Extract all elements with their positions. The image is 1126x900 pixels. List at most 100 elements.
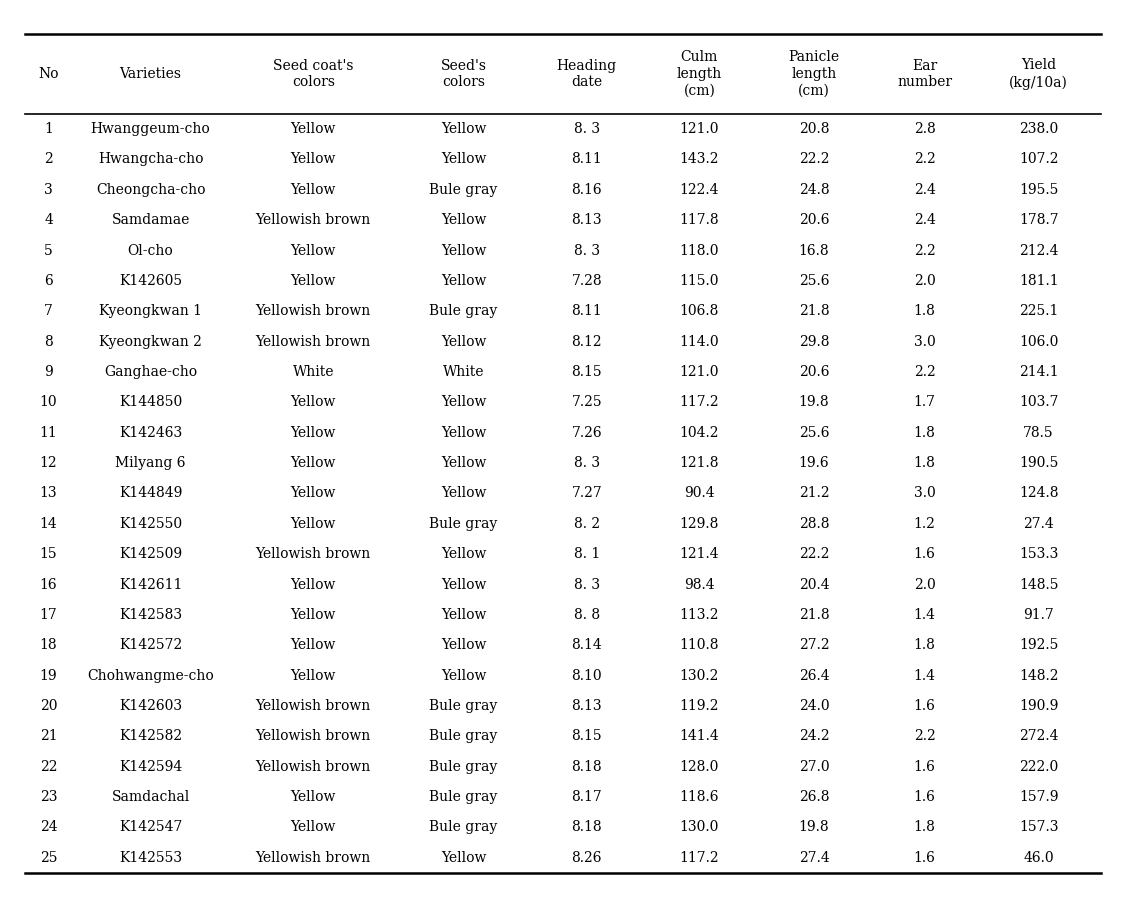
- Text: Yellow: Yellow: [291, 608, 336, 622]
- Text: Kyeongkwan 1: Kyeongkwan 1: [99, 304, 202, 319]
- Text: 121.8: 121.8: [680, 456, 720, 470]
- Text: 8. 2: 8. 2: [574, 517, 600, 531]
- Text: 19: 19: [39, 669, 57, 682]
- Text: K142605: K142605: [119, 274, 182, 288]
- Text: 114.0: 114.0: [680, 335, 720, 348]
- Text: 1.2: 1.2: [914, 517, 936, 531]
- Text: 8. 8: 8. 8: [574, 608, 600, 622]
- Text: 22: 22: [39, 760, 57, 774]
- Text: 8.10: 8.10: [572, 669, 602, 682]
- Text: Yellow: Yellow: [291, 669, 336, 682]
- Text: 46.0: 46.0: [1024, 850, 1054, 865]
- Text: 225.1: 225.1: [1019, 304, 1058, 319]
- Text: 1.6: 1.6: [914, 760, 936, 774]
- Text: Yellowish brown: Yellowish brown: [256, 304, 370, 319]
- Text: 1.6: 1.6: [914, 547, 936, 562]
- Text: Bule gray: Bule gray: [429, 790, 498, 804]
- Text: 24.0: 24.0: [798, 699, 829, 713]
- Text: Heading
date: Heading date: [556, 58, 617, 89]
- Text: K142463: K142463: [119, 426, 182, 440]
- Text: Yellow: Yellow: [440, 122, 486, 136]
- Text: 1.4: 1.4: [913, 608, 936, 622]
- Text: 8. 3: 8. 3: [574, 578, 600, 591]
- Text: 15: 15: [39, 547, 57, 562]
- Text: 16: 16: [39, 578, 57, 591]
- Text: K142509: K142509: [119, 547, 182, 562]
- Text: Yellowish brown: Yellowish brown: [256, 850, 370, 865]
- Text: Bule gray: Bule gray: [429, 760, 498, 774]
- Text: 190.5: 190.5: [1019, 456, 1058, 470]
- Text: Panicle
length
(cm): Panicle length (cm): [788, 50, 840, 98]
- Text: 26.4: 26.4: [798, 669, 829, 682]
- Text: Yellow: Yellow: [291, 274, 336, 288]
- Text: Yield
(kg/10a): Yield (kg/10a): [1009, 58, 1069, 90]
- Text: 7.26: 7.26: [572, 426, 602, 440]
- Text: 19.8: 19.8: [798, 395, 829, 410]
- Text: 3: 3: [44, 183, 53, 197]
- Text: 190.9: 190.9: [1019, 699, 1058, 713]
- Text: 25: 25: [39, 850, 57, 865]
- Text: 8. 3: 8. 3: [574, 122, 600, 136]
- Text: Samdamae: Samdamae: [111, 213, 190, 227]
- Text: Hwangcha-cho: Hwangcha-cho: [98, 152, 204, 166]
- Text: 14: 14: [39, 517, 57, 531]
- Text: 21.8: 21.8: [798, 608, 829, 622]
- Text: 20.6: 20.6: [798, 365, 829, 379]
- Text: 157.3: 157.3: [1019, 821, 1058, 834]
- Text: 4: 4: [44, 213, 53, 227]
- Text: Yellow: Yellow: [291, 638, 336, 652]
- Text: 27.4: 27.4: [1024, 517, 1054, 531]
- Text: 25.6: 25.6: [798, 274, 829, 288]
- Text: K142553: K142553: [119, 850, 182, 865]
- Text: 24.8: 24.8: [798, 183, 829, 197]
- Text: 128.0: 128.0: [680, 760, 720, 774]
- Text: 130.2: 130.2: [680, 669, 720, 682]
- Text: 192.5: 192.5: [1019, 638, 1058, 652]
- Text: 7.27: 7.27: [571, 486, 602, 500]
- Text: 104.2: 104.2: [680, 426, 720, 440]
- Text: 21: 21: [39, 729, 57, 743]
- Text: Cheongcha-cho: Cheongcha-cho: [96, 183, 205, 197]
- Text: 5: 5: [44, 244, 53, 257]
- Text: 119.2: 119.2: [680, 699, 720, 713]
- Text: No: No: [38, 67, 59, 81]
- Text: K142594: K142594: [119, 760, 182, 774]
- Text: 1.8: 1.8: [914, 456, 936, 470]
- Text: 8.17: 8.17: [571, 790, 602, 804]
- Text: Yellow: Yellow: [291, 578, 336, 591]
- Text: 8. 1: 8. 1: [573, 547, 600, 562]
- Text: 90.4: 90.4: [685, 486, 715, 500]
- Text: Varieties: Varieties: [119, 67, 181, 81]
- Text: 121.4: 121.4: [680, 547, 720, 562]
- Text: 7.25: 7.25: [572, 395, 602, 410]
- Text: Yellow: Yellow: [440, 213, 486, 227]
- Text: 122.4: 122.4: [680, 183, 720, 197]
- Text: K142582: K142582: [119, 729, 182, 743]
- Text: 8.26: 8.26: [572, 850, 602, 865]
- Text: Ear
number: Ear number: [897, 58, 953, 89]
- Text: 3.0: 3.0: [914, 335, 936, 348]
- Text: 8.12: 8.12: [572, 335, 602, 348]
- Text: Yellow: Yellow: [291, 821, 336, 834]
- Text: 1.6: 1.6: [914, 850, 936, 865]
- Text: Ol-cho: Ol-cho: [127, 244, 173, 257]
- Text: 29.8: 29.8: [798, 335, 829, 348]
- Text: 117.2: 117.2: [680, 850, 720, 865]
- Text: Yellow: Yellow: [440, 274, 486, 288]
- Text: 118.6: 118.6: [680, 790, 720, 804]
- Text: 13: 13: [39, 486, 57, 500]
- Text: Yellow: Yellow: [291, 395, 336, 410]
- Text: 130.0: 130.0: [680, 821, 720, 834]
- Text: 28.8: 28.8: [798, 517, 829, 531]
- Text: Milyang 6: Milyang 6: [115, 456, 186, 470]
- Text: 9: 9: [44, 365, 53, 379]
- Text: 113.2: 113.2: [680, 608, 720, 622]
- Text: Yellow: Yellow: [291, 790, 336, 804]
- Text: 214.1: 214.1: [1019, 365, 1058, 379]
- Text: 20.6: 20.6: [798, 213, 829, 227]
- Text: K144849: K144849: [119, 486, 182, 500]
- Text: K142583: K142583: [119, 608, 182, 622]
- Text: Ganghae-cho: Ganghae-cho: [104, 365, 197, 379]
- Text: 181.1: 181.1: [1019, 274, 1058, 288]
- Text: Seed coat's
colors: Seed coat's colors: [272, 58, 354, 89]
